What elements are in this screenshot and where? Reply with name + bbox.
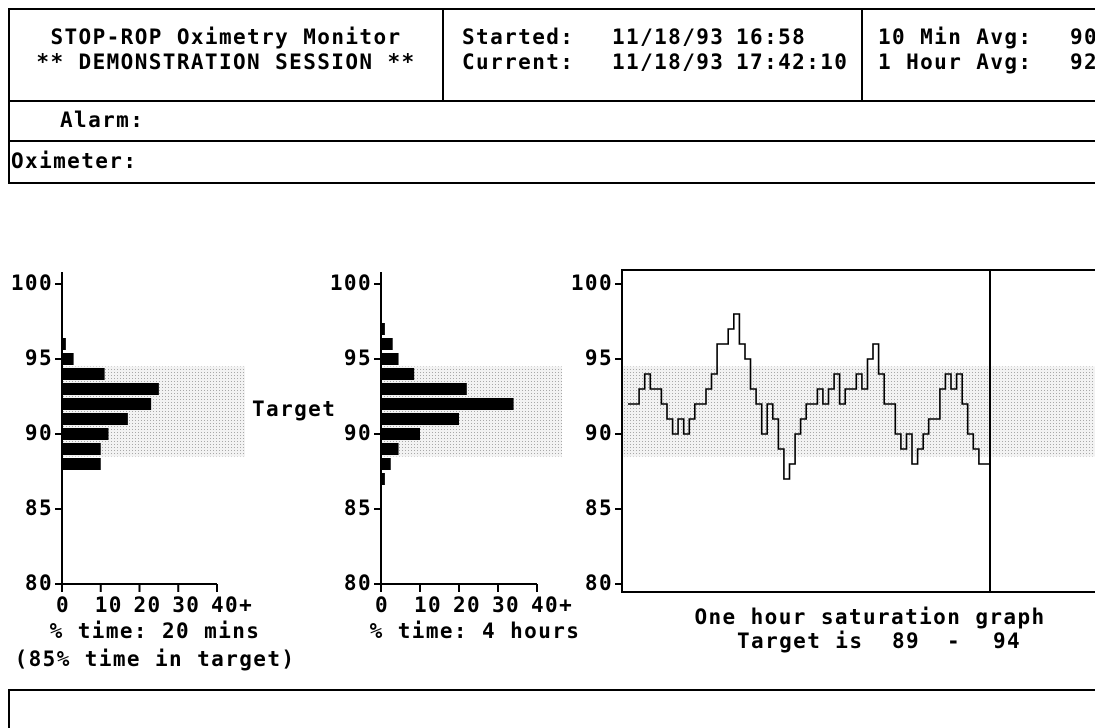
y-tick-label: 95 <box>25 346 53 370</box>
started-date: 11/18/93 <box>612 25 724 49</box>
target-sep: - <box>947 629 961 653</box>
bar <box>381 473 385 485</box>
session-label: ** DEMONSTRATION SESSION ** <box>36 50 415 74</box>
y-tick-label: 100 <box>11 271 53 295</box>
y-tick-label: 80 <box>25 571 53 595</box>
x-tick-label: 10 <box>414 593 442 617</box>
alarm-label: Alarm: <box>60 108 144 132</box>
bar <box>381 428 420 440</box>
x-tick-label: 20 <box>134 593 162 617</box>
target-band <box>62 366 245 457</box>
graph-title: One hour saturation graph <box>694 605 1045 629</box>
started-time: 16:58 <box>736 25 806 49</box>
current-date: 11/18/93 <box>612 50 724 74</box>
current-time: 17:42:10 <box>736 50 848 74</box>
started-label: Started: <box>462 25 574 49</box>
bar <box>62 413 128 425</box>
x-axis-label: % time: 4 hours <box>370 619 581 643</box>
footer-frame <box>8 689 1095 728</box>
x-tick-label: 30 <box>172 593 200 617</box>
bar <box>381 413 459 425</box>
target-band <box>622 366 1095 457</box>
avg10-label: 10 Min Avg: <box>878 25 1032 49</box>
avg10-value: 90 <box>1070 25 1095 49</box>
avg60-label: 1 Hour Avg: <box>878 50 1032 74</box>
app-title: STOP-ROP Oximetry Monitor <box>50 25 401 49</box>
bar <box>62 368 105 380</box>
y-tick-label: 90 <box>25 421 53 445</box>
header-frame <box>8 8 1095 184</box>
header-panel: STOP-ROP Oximetry Monitor ** DEMONSTRATI… <box>8 8 1095 184</box>
x-tick-label: 0 <box>375 593 389 617</box>
y-tick-label: 100 <box>571 271 613 295</box>
y-tick-label: 85 <box>344 496 372 520</box>
y-tick-label: 80 <box>344 571 372 595</box>
bar <box>62 428 109 440</box>
x-tick-label: 0 <box>56 593 70 617</box>
y-tick-label: 95 <box>344 346 372 370</box>
target-low: 89 <box>892 629 920 653</box>
y-tick-label: 90 <box>585 421 613 445</box>
target-label: Target <box>252 397 336 421</box>
bar <box>381 458 391 470</box>
bar <box>62 443 101 455</box>
bar <box>62 353 74 365</box>
bar <box>381 323 385 335</box>
x-tick-label: 40+ <box>211 593 253 617</box>
y-tick-label: 95 <box>585 346 613 370</box>
bar <box>62 383 159 395</box>
x-tick-label: 40+ <box>531 593 573 617</box>
target-summary: (85% time in target) <box>15 647 296 671</box>
x-tick-label: 10 <box>95 593 123 617</box>
saturation-line <box>628 313 990 480</box>
current-label: Current: <box>462 50 574 74</box>
y-tick-label: 90 <box>344 421 372 445</box>
bar <box>381 368 415 380</box>
bar <box>62 398 152 410</box>
x-axis-label: % time: 20 mins <box>50 619 261 643</box>
bar <box>381 443 399 455</box>
plot-frame <box>621 269 1095 593</box>
oximeter-label: Oximeter: <box>11 149 137 173</box>
bar <box>62 338 66 350</box>
y-tick-label: 85 <box>585 496 613 520</box>
y-tick-label: 80 <box>585 571 613 595</box>
bar <box>381 338 393 350</box>
bar <box>381 353 399 365</box>
x-tick-label: 20 <box>453 593 481 617</box>
bar <box>381 383 467 395</box>
avg60-value: 92 <box>1070 50 1095 74</box>
y-tick-label: 85 <box>25 496 53 520</box>
target-high: 94 <box>993 629 1021 653</box>
x-tick-label: 30 <box>492 593 520 617</box>
target-text: Target is <box>737 629 863 653</box>
y-tick-label: 100 <box>330 271 372 295</box>
target-band <box>381 366 562 457</box>
bar <box>381 398 514 410</box>
bar <box>62 458 101 470</box>
